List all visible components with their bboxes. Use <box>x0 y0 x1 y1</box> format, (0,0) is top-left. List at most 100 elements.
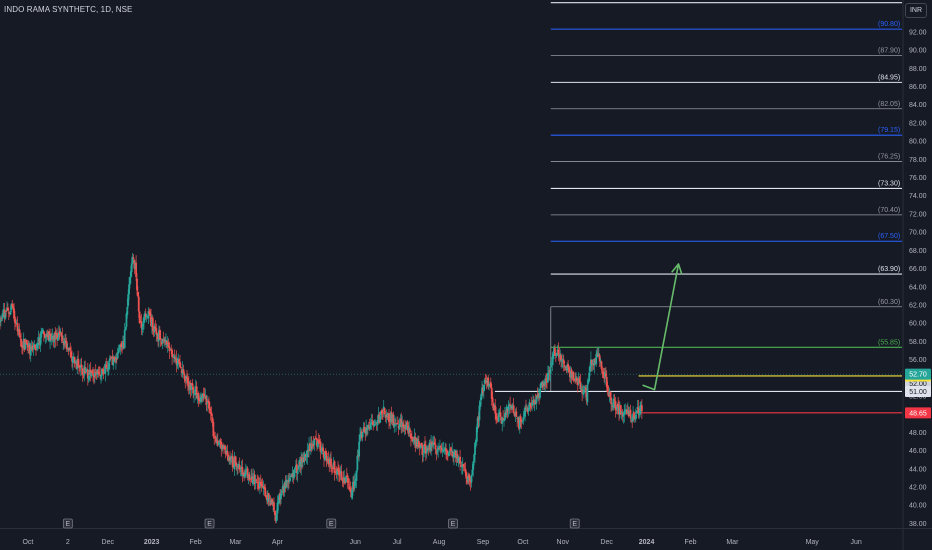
candle-body <box>167 342 170 348</box>
level-label: (73.30) <box>878 180 900 187</box>
candle-body <box>587 380 590 384</box>
candle-body <box>361 432 364 438</box>
candle-body <box>349 487 352 491</box>
current-price-label-text: 52.70 <box>909 372 927 379</box>
candle-body <box>502 418 505 421</box>
candle-body <box>503 419 505 422</box>
candle-body <box>10 303 13 311</box>
earnings-marker[interactable]: E <box>569 518 580 529</box>
candle-body <box>206 402 209 404</box>
candle-body <box>398 423 401 430</box>
candle-body <box>215 437 217 443</box>
candle-body <box>365 427 368 434</box>
candle-body <box>330 458 332 467</box>
price-tick-label: 60.00 <box>909 321 927 328</box>
candle-body <box>322 447 325 452</box>
candle-body <box>104 363 107 374</box>
candle-body <box>128 284 130 295</box>
candle-body <box>373 424 375 427</box>
candle-body <box>484 378 487 379</box>
candle-body <box>588 372 591 382</box>
candle-body <box>219 440 222 443</box>
candle-body <box>130 263 133 272</box>
earnings-marker[interactable]: E <box>62 518 73 529</box>
candle-body <box>639 405 642 415</box>
candle-body <box>136 291 139 297</box>
candle-body <box>154 326 157 330</box>
candle-body <box>483 379 486 384</box>
candle-body <box>586 384 589 403</box>
candle-body <box>492 403 495 411</box>
earnings-marker-box <box>326 518 337 529</box>
candle-body <box>464 468 467 473</box>
candle-body <box>198 398 201 402</box>
candle-body <box>248 474 251 481</box>
candle-body <box>91 370 94 374</box>
candle-body <box>175 358 178 365</box>
candle-body <box>60 332 63 337</box>
candle-body <box>35 343 38 349</box>
candle-body <box>81 368 84 375</box>
candle-body <box>371 420 374 421</box>
candle-body <box>466 480 469 483</box>
candle-body <box>27 345 29 348</box>
earnings-marker[interactable]: E <box>326 518 337 529</box>
time-tick-label: Jun <box>350 539 361 546</box>
candle-body <box>405 422 408 430</box>
candle-body <box>440 447 443 451</box>
candle-body <box>36 342 39 346</box>
candle-body <box>268 499 271 501</box>
candle-body <box>490 387 493 399</box>
time-tick-label: Jun <box>850 539 861 546</box>
candle-body <box>459 456 461 464</box>
candle-body <box>179 361 181 367</box>
candle-body <box>563 365 566 368</box>
candle-body <box>93 372 96 376</box>
candle-body <box>509 404 512 407</box>
level-label: (70.40) <box>878 207 900 214</box>
earnings-marker[interactable]: E <box>204 518 215 529</box>
candle-body <box>172 355 175 359</box>
candle-body <box>251 476 253 483</box>
candle-body <box>474 442 476 455</box>
candle-body <box>264 487 267 497</box>
candle-body <box>539 388 541 398</box>
time-tick-label: Mar <box>726 539 739 546</box>
candle-body <box>158 329 161 340</box>
candle-body <box>566 364 569 371</box>
currency-button[interactable]: INR <box>905 3 927 18</box>
candle-body <box>165 341 168 345</box>
candle-body <box>470 475 473 483</box>
candle-body <box>275 513 278 521</box>
candle-body <box>487 377 490 387</box>
candle-body <box>522 417 525 421</box>
candle-body <box>297 465 300 470</box>
candle-body <box>396 423 399 425</box>
candle-body <box>489 382 492 388</box>
candle-body <box>7 312 10 314</box>
candle-body <box>251 479 254 484</box>
candle-body <box>223 446 226 450</box>
candle-body <box>433 442 436 445</box>
candle-body <box>560 355 562 361</box>
candle-body <box>149 311 152 316</box>
candle-body <box>259 481 261 488</box>
candle-body <box>442 449 445 453</box>
candle-body <box>521 421 524 423</box>
candle-body <box>306 450 309 458</box>
candle-body <box>320 450 323 452</box>
earnings-marker[interactable]: E <box>448 518 458 529</box>
candle-body <box>598 355 601 362</box>
candle-body <box>359 434 361 441</box>
candle-body <box>610 397 613 405</box>
candle-body <box>120 343 123 347</box>
earnings-marker-box <box>569 518 580 529</box>
candle-body <box>395 424 397 426</box>
candle-body <box>515 411 518 417</box>
candle-body <box>529 402 532 406</box>
candle-body <box>567 364 570 368</box>
time-tick-label: Mar <box>229 539 242 546</box>
candle-body <box>503 413 506 421</box>
